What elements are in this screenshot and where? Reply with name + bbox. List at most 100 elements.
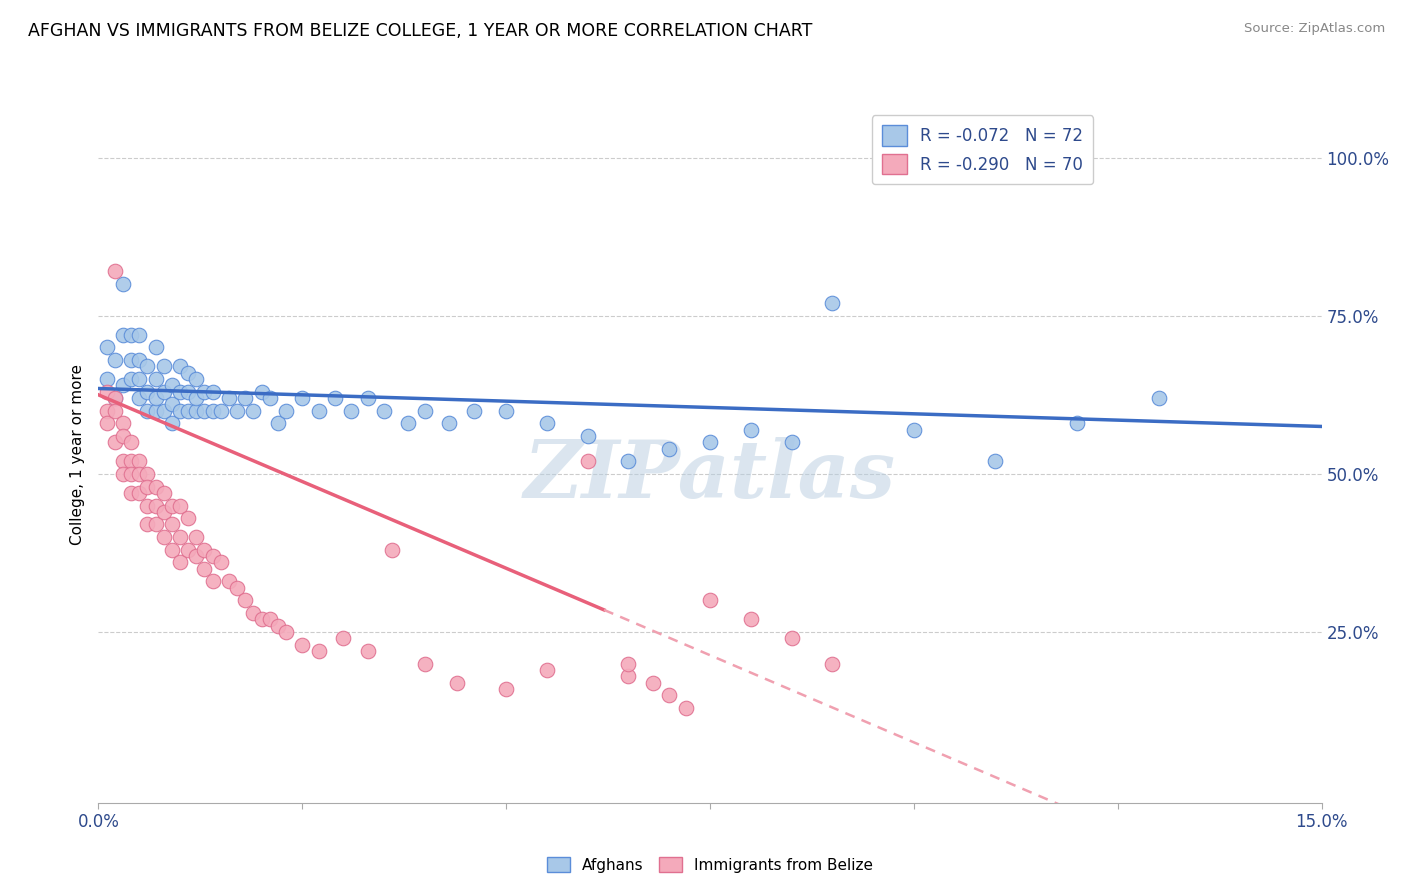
Point <box>495 403 517 417</box>
Point <box>169 499 191 513</box>
Point <box>267 417 290 431</box>
Point <box>658 442 681 456</box>
Point <box>160 378 183 392</box>
Point <box>152 486 174 500</box>
Point <box>218 391 240 405</box>
Point <box>242 606 264 620</box>
Point <box>323 391 346 405</box>
Point <box>201 384 224 399</box>
Point <box>209 403 232 417</box>
Point <box>201 574 224 589</box>
Point <box>169 403 191 417</box>
Point <box>128 327 150 342</box>
Point <box>177 511 200 525</box>
Point <box>193 562 215 576</box>
Point <box>226 403 249 417</box>
Point <box>104 403 127 417</box>
Point <box>259 612 281 626</box>
Point <box>396 417 419 431</box>
Point <box>111 327 134 342</box>
Point <box>903 423 925 437</box>
Point <box>186 549 208 563</box>
Point <box>177 384 200 399</box>
Point <box>209 556 232 570</box>
Point <box>984 454 1007 468</box>
Point <box>259 391 281 405</box>
Point <box>169 384 191 399</box>
Point <box>169 359 191 374</box>
Point <box>128 467 150 481</box>
Point <box>111 429 134 443</box>
Point <box>128 454 150 468</box>
Point <box>104 391 127 405</box>
Point <box>111 277 134 292</box>
Point <box>111 467 134 481</box>
Point <box>136 467 159 481</box>
Point <box>128 372 150 386</box>
Point <box>226 581 249 595</box>
Point <box>152 403 174 417</box>
Point <box>291 391 314 405</box>
Point <box>340 403 363 417</box>
Text: Source: ZipAtlas.com: Source: ZipAtlas.com <box>1244 22 1385 36</box>
Point <box>145 517 167 532</box>
Point <box>145 499 167 513</box>
Point <box>699 593 721 607</box>
Point <box>104 264 127 278</box>
Point <box>186 391 208 405</box>
Point <box>201 549 224 563</box>
Point <box>233 593 256 607</box>
Point <box>641 675 664 690</box>
Point <box>128 486 150 500</box>
Point <box>218 574 240 589</box>
Point <box>250 384 273 399</box>
Point <box>381 542 404 557</box>
Point <box>740 423 762 437</box>
Point <box>111 378 134 392</box>
Point <box>145 340 167 354</box>
Point <box>152 384 174 399</box>
Point <box>186 403 208 417</box>
Point <box>96 340 118 354</box>
Point <box>250 612 273 626</box>
Point <box>740 612 762 626</box>
Point <box>1147 391 1170 405</box>
Point <box>536 417 558 431</box>
Point <box>160 417 183 431</box>
Point <box>267 618 290 632</box>
Point <box>177 542 200 557</box>
Point <box>193 403 215 417</box>
Text: AFGHAN VS IMMIGRANTS FROM BELIZE COLLEGE, 1 YEAR OR MORE CORRELATION CHART: AFGHAN VS IMMIGRANTS FROM BELIZE COLLEGE… <box>28 22 813 40</box>
Point <box>145 372 167 386</box>
Point <box>617 657 640 671</box>
Point <box>780 435 803 450</box>
Legend: Afghans, Immigrants from Belize: Afghans, Immigrants from Belize <box>541 850 879 879</box>
Point <box>128 353 150 368</box>
Point <box>152 359 174 374</box>
Point <box>152 505 174 519</box>
Y-axis label: College, 1 year or more: College, 1 year or more <box>70 365 86 545</box>
Point <box>96 417 118 431</box>
Point <box>104 353 127 368</box>
Point <box>1066 417 1088 431</box>
Point <box>145 403 167 417</box>
Point <box>136 403 159 417</box>
Point <box>780 632 803 646</box>
Point <box>145 479 167 493</box>
Point <box>617 669 640 683</box>
Point <box>446 675 468 690</box>
Point <box>145 391 167 405</box>
Point <box>136 517 159 532</box>
Point <box>617 454 640 468</box>
Point <box>169 556 191 570</box>
Point <box>96 384 118 399</box>
Point <box>233 391 256 405</box>
Point <box>332 632 354 646</box>
Point <box>160 499 183 513</box>
Point <box>193 542 215 557</box>
Point <box>136 359 159 374</box>
Point <box>111 417 134 431</box>
Text: ZIPatlas: ZIPatlas <box>524 437 896 515</box>
Point <box>356 644 378 658</box>
Point <box>242 403 264 417</box>
